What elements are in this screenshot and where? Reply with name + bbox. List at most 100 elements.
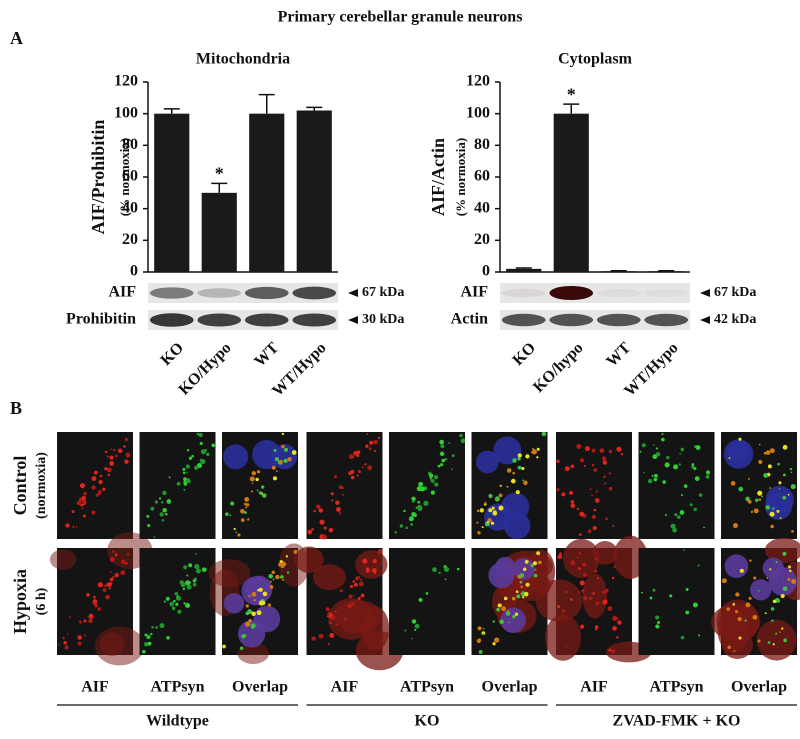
blot-size: 67 kDa [362, 285, 404, 300]
signal-dot [348, 594, 353, 599]
signal-dot [557, 605, 561, 609]
signal-dot [565, 645, 568, 648]
signal-dot [791, 578, 797, 584]
signal-dot [241, 633, 246, 639]
signal-dot [691, 465, 695, 469]
signal-dot [86, 593, 90, 597]
signal-dot [444, 578, 447, 581]
signal-dot [769, 487, 772, 489]
signal-dot [662, 480, 666, 484]
signal-dot [211, 443, 216, 448]
signal-dot [766, 577, 769, 579]
signal-dot [62, 637, 65, 640]
signal-dot [604, 588, 609, 593]
signal-dot [569, 598, 573, 601]
y-tick-label: 40 [474, 199, 490, 216]
signal-dot [93, 470, 98, 475]
signal-dot [121, 559, 126, 565]
signal-dot [578, 567, 581, 570]
signal-dot [307, 529, 313, 535]
row-sublabel: (normoxia) [34, 452, 49, 519]
micrograph [638, 548, 715, 655]
blot-band [501, 288, 546, 298]
micrograph [389, 548, 465, 655]
signal-dot [177, 609, 182, 614]
signal-dot [159, 623, 165, 629]
signal-dot [65, 523, 70, 528]
signal-dot [517, 453, 522, 458]
signal-dot [511, 596, 516, 601]
signal-dot [311, 527, 314, 531]
column-label: Overlap [731, 679, 787, 696]
signal-dot [601, 456, 607, 461]
signal-dot [611, 649, 616, 654]
signal-dot [579, 580, 585, 586]
signal-dot [782, 551, 787, 556]
blot-size: 67 kDa [714, 285, 756, 300]
row-label: Control [10, 456, 30, 516]
signal-dot [182, 467, 186, 471]
signal-dot [482, 627, 485, 630]
signal-dot [200, 449, 207, 455]
signal-dot [109, 557, 115, 563]
signal-dot [95, 493, 99, 497]
signal-dot [767, 641, 771, 644]
signal-dot [525, 582, 530, 587]
nucleus [223, 593, 245, 614]
signal-dot [348, 454, 355, 460]
signal-dot [492, 510, 498, 516]
signal-dot [602, 460, 608, 465]
signal-dot [556, 488, 560, 492]
signal-dot [256, 489, 259, 492]
signal-dot [680, 447, 685, 452]
signal-dot [655, 615, 660, 620]
signal-dot [589, 596, 593, 601]
signal-dot [245, 503, 250, 507]
micrograph [638, 432, 715, 539]
signal-dot [516, 594, 521, 599]
chart-title: Cytoplasm [558, 51, 632, 68]
signal-dot [352, 595, 355, 597]
signal-dot [410, 522, 414, 526]
signal-dot [335, 623, 338, 626]
signal-dot [775, 561, 778, 564]
signal-dot [244, 621, 251, 627]
signal-dot [341, 486, 345, 490]
significance-marker: * [215, 163, 224, 183]
signal-dot [192, 582, 197, 587]
signal-dot [405, 526, 409, 530]
signal-dot [764, 612, 767, 615]
column-label: ATPsyn [151, 679, 205, 696]
signal-dot [124, 459, 129, 464]
blot-strip [500, 283, 690, 303]
signal-dot [653, 444, 655, 446]
signal-dot [257, 589, 260, 592]
blot-arrow [348, 316, 358, 324]
signal-dot [351, 602, 355, 606]
signal-dot [336, 507, 341, 512]
category-label: KO/Hypo [175, 339, 234, 398]
signal-dot [581, 589, 585, 593]
signal-dot [580, 624, 585, 629]
signal-dot [780, 593, 785, 599]
signal-dot [582, 572, 587, 577]
signal-dot [460, 438, 466, 443]
signal-dot [311, 636, 316, 641]
signal-dot [109, 455, 114, 460]
signal-dot [377, 548, 383, 555]
signal-dot [150, 506, 155, 511]
signal-dot [750, 510, 754, 514]
signal-dot [476, 638, 482, 644]
signal-dot [616, 636, 619, 639]
blot-strip [148, 310, 338, 330]
signal-dot [283, 458, 288, 464]
micrograph [306, 432, 383, 540]
signal-dot [603, 475, 606, 479]
signal-dot [182, 471, 186, 475]
micrograph [471, 431, 548, 540]
signal-dot [533, 573, 538, 578]
y-axis-sublabel: (% normoxia) [453, 138, 468, 216]
signal-dot [683, 549, 685, 551]
signal-dot [182, 587, 185, 590]
